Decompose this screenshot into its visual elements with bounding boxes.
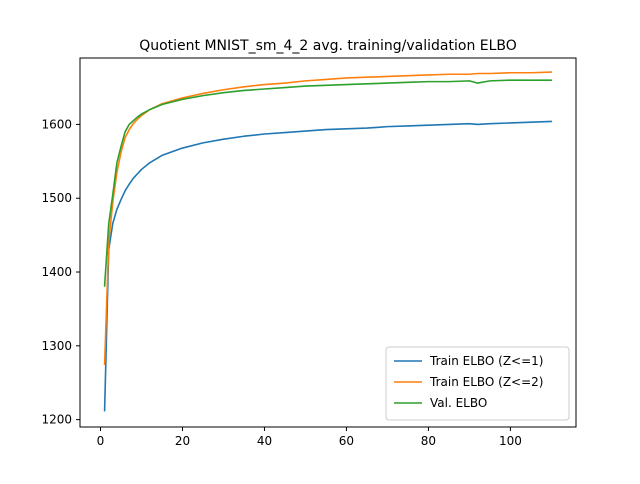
chart-title: Quotient MNIST_sm_4_2 avg. training/vali… (139, 38, 517, 54)
series-line-1 (103, 120, 553, 412)
x-tick-label: 20 (175, 434, 190, 448)
x-axis: 0 20 40 60 80 100 (97, 427, 522, 448)
axes-frame (79, 57, 577, 428)
x-tick-label: 60 (339, 434, 354, 448)
y-tick-label: 1400 (41, 265, 72, 279)
legend-label: Train ELBO (Z<=2) (429, 375, 543, 389)
series-line-2 (103, 71, 553, 366)
y-axis: 1200 1300 1400 1500 1600 (41, 117, 80, 427)
legend-box (385, 346, 570, 421)
legend: Train ELBO (Z<=1) Train ELBO (Z<=2) Val. E… (385, 346, 570, 421)
y-tick-label: 1600 (41, 117, 72, 131)
x-tick-label: 0 (97, 434, 105, 448)
legend-label: Train ELBO (Z<=1) (429, 354, 543, 368)
legend-label: Val. ELBO (430, 396, 487, 410)
y-tick-label: 1300 (41, 339, 72, 353)
x-tick-label: 100 (499, 434, 522, 448)
series-line-3 (103, 79, 553, 287)
x-tick-label: 40 (257, 434, 272, 448)
y-tick-label: 1200 (41, 413, 72, 427)
y-tick-label: 1500 (41, 191, 72, 205)
series-lines (103, 71, 553, 412)
x-tick-label: 80 (421, 434, 436, 448)
